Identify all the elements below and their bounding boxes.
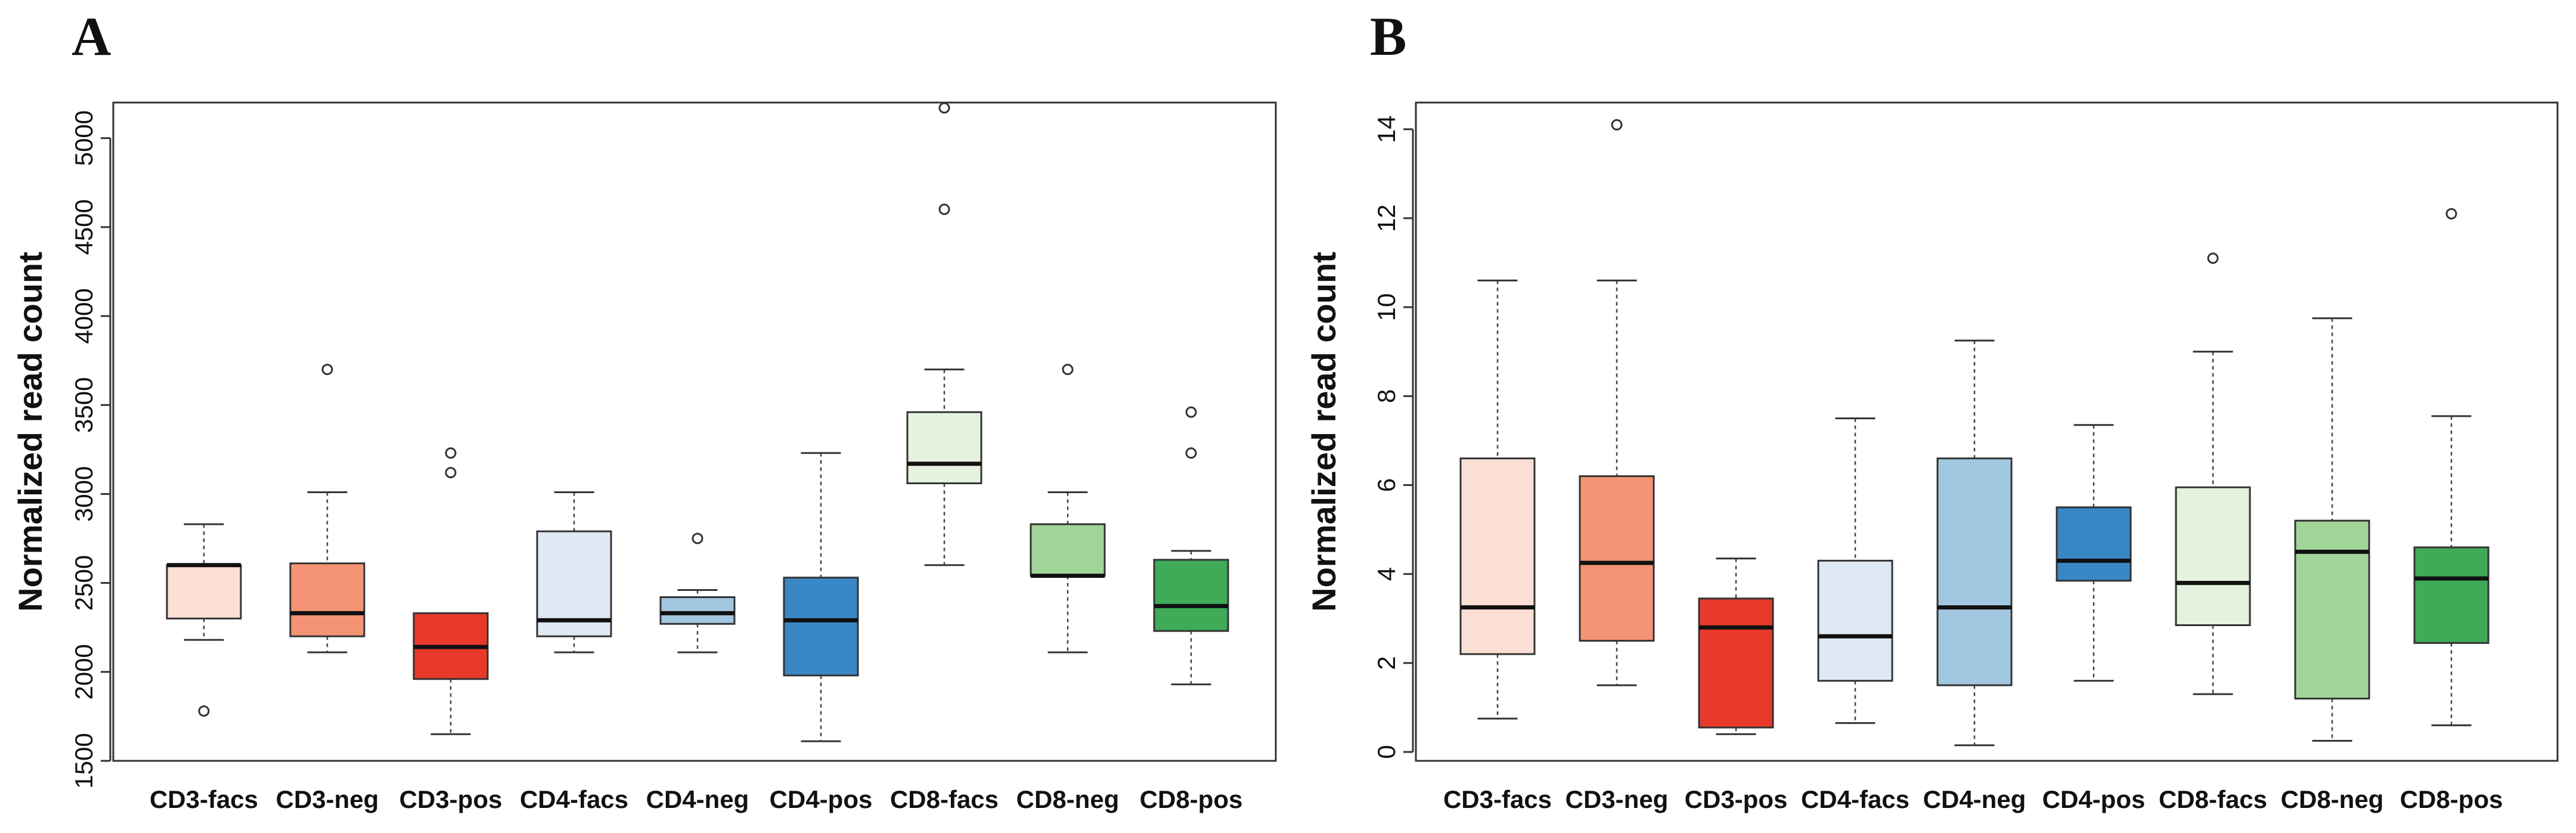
outlier-point bbox=[938, 203, 950, 215]
y-axis-label: Normalized read count bbox=[11, 252, 49, 612]
outlier-point bbox=[1611, 119, 1623, 131]
box-cd3-pos bbox=[1698, 558, 1774, 735]
y-tick-label: 4 bbox=[1372, 567, 1400, 581]
box-cd8-pos bbox=[1153, 406, 1229, 686]
x-category-label: CD8-neg bbox=[1016, 785, 1120, 813]
outlier-point bbox=[198, 705, 210, 717]
x-category-label: CD8-facs bbox=[2159, 785, 2267, 813]
box-cd3-neg bbox=[289, 364, 365, 654]
x-category-label: CD3-neg bbox=[276, 785, 379, 813]
y-tick-label: 3000 bbox=[70, 466, 98, 522]
box-cd4-facs bbox=[536, 491, 612, 654]
box-cd3-neg bbox=[1579, 119, 1655, 686]
y-tick-label: 12 bbox=[1372, 205, 1400, 233]
iqr-box bbox=[659, 596, 736, 625]
y-tick-label: 4500 bbox=[70, 199, 98, 255]
x-category-label: CD8-pos bbox=[2400, 785, 2503, 813]
box-cd8-facs bbox=[906, 102, 982, 566]
iqr-box bbox=[1579, 475, 1655, 642]
y-tick-label: 8 bbox=[1372, 389, 1400, 403]
box-cd8-neg bbox=[1030, 364, 1106, 654]
outlier-point bbox=[938, 102, 950, 114]
box-cd8-pos bbox=[2413, 208, 2490, 726]
outlier-point bbox=[1062, 364, 1074, 376]
x-category-label: CD3-neg bbox=[1566, 785, 1669, 813]
iqr-box bbox=[1698, 597, 1774, 729]
plot-frame bbox=[112, 101, 1277, 762]
y-tick-label: 10 bbox=[1372, 293, 1400, 321]
panel-label-b: B bbox=[1370, 6, 1406, 67]
box-cd8-facs bbox=[2175, 252, 2251, 695]
x-category-label: CD4-pos bbox=[2042, 785, 2146, 813]
y-tick-label: 5000 bbox=[70, 110, 98, 166]
iqr-box bbox=[783, 577, 859, 677]
y-tick-label: 0 bbox=[1372, 745, 1400, 758]
box-cd4-neg bbox=[659, 532, 736, 654]
box-cd3-pos bbox=[413, 447, 489, 735]
x-category-label: CD4-pos bbox=[770, 785, 873, 813]
x-category-label: CD3-facs bbox=[1443, 785, 1552, 813]
y-tick-label: 2 bbox=[1372, 656, 1400, 670]
x-category-label: CD3-pos bbox=[1685, 785, 1788, 813]
x-category-label: CD4-neg bbox=[646, 785, 749, 813]
outlier-point bbox=[1185, 447, 1197, 459]
boxplot-panel-b: 0 2 4 6 8 10 12 14 Normalized read count CD3-facs… bbox=[1305, 101, 2559, 813]
iqr-box bbox=[1817, 559, 1893, 682]
y-tick-label: 1500 bbox=[70, 733, 98, 788]
y-tick-label: 2500 bbox=[70, 555, 98, 611]
iqr-box bbox=[2294, 519, 2370, 700]
iqr-box bbox=[2413, 546, 2490, 644]
outlier-point bbox=[321, 364, 333, 376]
x-category-label: CD4-neg bbox=[1923, 785, 2026, 813]
x-category-label: CD3-pos bbox=[399, 785, 503, 813]
iqr-box bbox=[2056, 506, 2132, 582]
box-cd8-neg bbox=[2294, 317, 2370, 742]
plot-frame bbox=[1415, 101, 2559, 762]
iqr-box bbox=[289, 562, 365, 637]
iqr-box bbox=[1153, 559, 1229, 632]
y-axis-label: Normalized read count bbox=[1305, 252, 1343, 612]
outlier-point bbox=[445, 467, 457, 479]
box-cd4-pos bbox=[2056, 424, 2132, 682]
y-tick-label: 6 bbox=[1372, 478, 1400, 492]
box-cd4-neg bbox=[1936, 339, 2013, 747]
outlier-point bbox=[445, 447, 457, 459]
boxplot-panel-a: 1500 2000 2500 3000 3500 4000 4500 5000 Normaliz… bbox=[11, 101, 1277, 813]
iqr-box bbox=[1459, 457, 1536, 655]
iqr-box bbox=[166, 564, 242, 620]
x-category-label: CD4-facs bbox=[1801, 785, 1909, 813]
y-tick-label: 2000 bbox=[70, 644, 98, 699]
panel-label-a: A bbox=[72, 6, 111, 67]
x-category-label: CD8-pos bbox=[1140, 785, 1243, 813]
iqr-box bbox=[1030, 523, 1106, 577]
x-category-label: CD8-facs bbox=[890, 785, 999, 813]
iqr-box bbox=[1936, 457, 2013, 686]
x-category-label: CD8-neg bbox=[2281, 785, 2384, 813]
box-cd4-pos bbox=[783, 452, 859, 742]
box-cd3-facs bbox=[166, 523, 242, 717]
iqr-box bbox=[906, 411, 982, 485]
y-tick-label: 14 bbox=[1372, 115, 1400, 143]
outlier-point bbox=[1185, 406, 1197, 418]
box-cd4-facs bbox=[1817, 417, 1893, 724]
box-cd3-facs bbox=[1459, 279, 1536, 720]
outlier-point bbox=[2207, 252, 2219, 264]
outlier-point bbox=[692, 532, 703, 544]
iqr-box bbox=[2175, 486, 2251, 626]
outlier-point bbox=[2445, 208, 2457, 219]
y-tick-label: 4000 bbox=[70, 288, 98, 343]
x-category-label: CD4-facs bbox=[520, 785, 628, 813]
y-tick-label: 3500 bbox=[70, 377, 98, 433]
x-category-label: CD3-facs bbox=[150, 785, 258, 813]
